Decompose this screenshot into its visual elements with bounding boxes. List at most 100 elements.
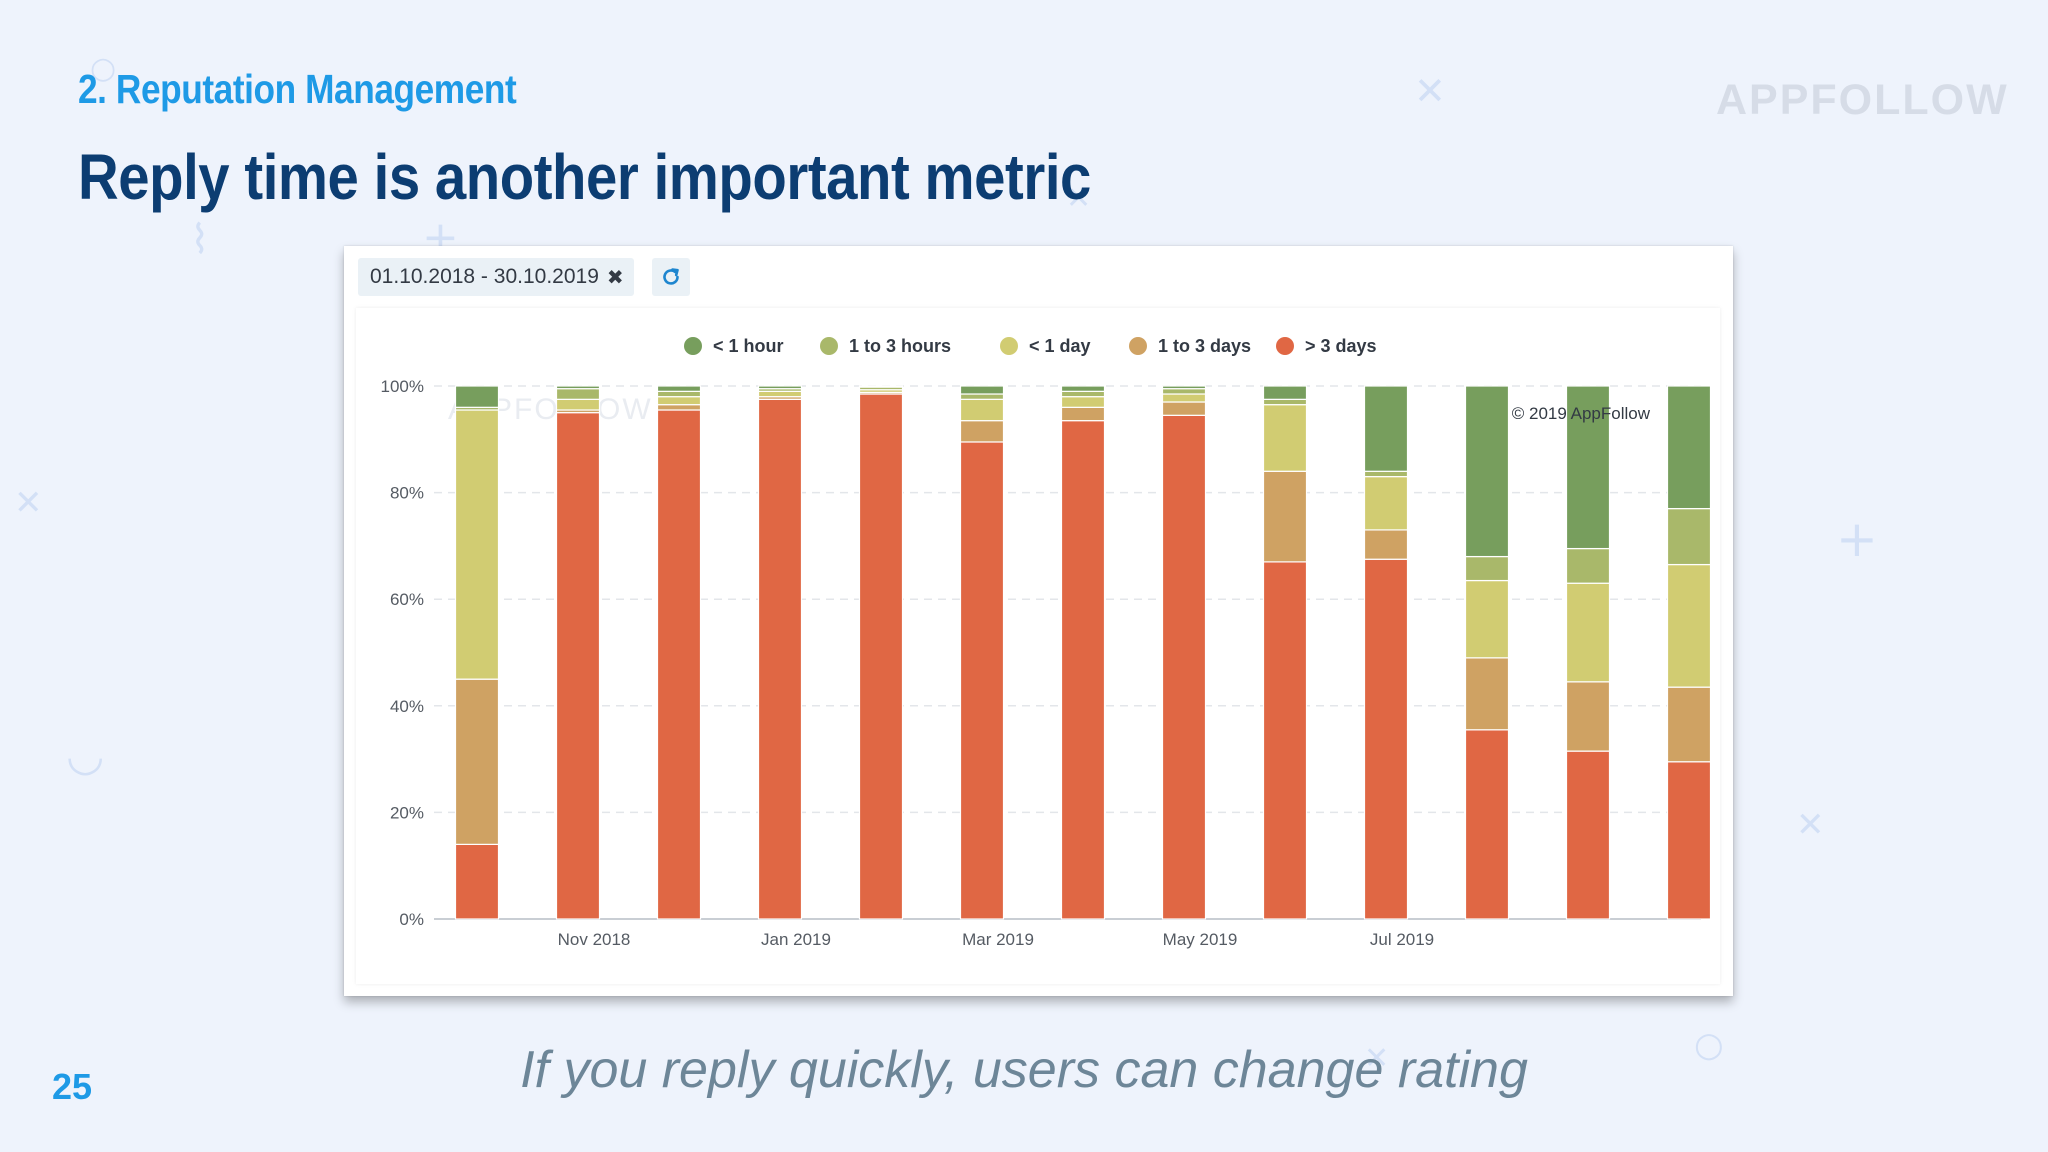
bar-segment xyxy=(555,398,601,411)
bar-segment xyxy=(454,385,500,408)
legend-label: < 1 hour xyxy=(713,336,784,356)
slide-number: 25 xyxy=(52,1066,93,1107)
chart-card: 01.10.2018 - 30.10.2019 ✖ APPFOLLOW 0% 20%… xyxy=(344,246,1733,996)
y-tick-label: 80% xyxy=(390,484,424,503)
refresh-icon xyxy=(663,268,679,285)
legend-label: < 1 day xyxy=(1029,336,1091,356)
bar-segment xyxy=(1666,563,1712,688)
bar-segment xyxy=(1161,385,1207,390)
bar-segment xyxy=(1565,547,1611,584)
bar-segment xyxy=(555,412,601,920)
bar-segment xyxy=(1666,507,1712,566)
decor-arc-icon: ◡ xyxy=(66,730,105,781)
bar-segment xyxy=(1060,420,1106,920)
bar-segment xyxy=(555,385,601,390)
bar-segment xyxy=(1262,561,1308,920)
bar-segment xyxy=(1363,476,1409,531)
legend-label: > 3 days xyxy=(1305,336,1377,356)
decor-cross-icon: ✕ xyxy=(14,483,43,523)
bar-segment xyxy=(959,393,1005,400)
decor-plus-icon: + xyxy=(1836,510,1878,568)
legend-label: 1 to 3 days xyxy=(1158,336,1251,356)
bar-segment xyxy=(1262,398,1308,406)
bar-segment xyxy=(1262,470,1308,563)
bar-segment xyxy=(959,420,1005,443)
legend-marker xyxy=(1000,337,1018,355)
bar-segment xyxy=(1464,657,1510,731)
bar-segment xyxy=(656,396,702,406)
bar-segment xyxy=(454,409,500,680)
decor-zigzag-icon: ⌇ xyxy=(190,217,210,263)
bar-segment xyxy=(1565,681,1611,752)
legend-marker xyxy=(1129,337,1147,355)
bar-segment xyxy=(757,390,803,398)
decor-cross-icon: ✕ xyxy=(1364,1041,1390,1076)
y-tick-label: 100% xyxy=(381,377,424,396)
slide-title: Reply time is another important metric xyxy=(78,141,1091,213)
bar-segment xyxy=(656,409,702,920)
x-tick-label: Nov 2018 xyxy=(558,930,631,949)
bar-segment xyxy=(1565,750,1611,920)
decor-cross-icon: ✕ xyxy=(1414,69,1446,113)
bar-segment xyxy=(1161,401,1207,416)
date-range-text: 01.10.2018 - 30.10.2019 xyxy=(370,265,599,288)
bar-segment xyxy=(1464,385,1510,558)
bar-segment xyxy=(1363,385,1409,472)
bar-segment xyxy=(1666,761,1712,920)
bar-segment xyxy=(1262,385,1308,400)
decor-circle-icon: ○ xyxy=(90,51,117,86)
bar-segment xyxy=(858,385,904,388)
bar-segment xyxy=(1060,385,1106,392)
bar-segment xyxy=(1565,582,1611,683)
chart-credit: © 2019 AppFollow xyxy=(1512,404,1651,423)
bar-segment xyxy=(1565,385,1611,550)
plot-area: APPFOLLOW 0% 20% 40% 60% 80% 100% Nov 2018 Jan 2… xyxy=(356,308,1720,984)
x-tick-label: Jul 2019 xyxy=(1370,930,1434,949)
y-tick-label: 20% xyxy=(390,803,424,822)
bar-segment xyxy=(1060,406,1106,422)
y-tick-label: 40% xyxy=(390,697,424,716)
bar-segment xyxy=(1060,396,1106,408)
brand-logo: APPFOLLOW xyxy=(1716,76,2009,124)
legend-marker xyxy=(820,337,838,355)
bar-segment xyxy=(757,385,803,390)
decor-circle-icon: ○ xyxy=(1694,1025,1724,1065)
bar-segment xyxy=(959,398,1005,422)
close-icon[interactable]: ✖ xyxy=(606,266,624,289)
date-range-filter[interactable]: 01.10.2018 - 30.10.2019 ✖ xyxy=(358,258,634,296)
bar-segment xyxy=(454,843,500,920)
bar-segment xyxy=(1161,414,1207,920)
bar-segment xyxy=(1666,686,1712,763)
bar-segment xyxy=(959,441,1005,920)
bar-segment xyxy=(555,388,601,400)
bar-segment xyxy=(1363,529,1409,560)
bar-segment xyxy=(1464,579,1510,659)
y-tick-label: 60% xyxy=(390,590,424,609)
bar-segment xyxy=(1161,393,1207,403)
bar-segment xyxy=(1363,558,1409,920)
bar-segment xyxy=(858,393,904,920)
bar-segment xyxy=(656,390,702,398)
slide-caption: If you reply quickly, users can change r… xyxy=(520,1041,1528,1099)
bar-segment xyxy=(1666,385,1712,510)
decor-cross-icon: ✕ xyxy=(1066,181,1092,216)
legend-marker xyxy=(1276,337,1294,355)
bar-segment xyxy=(656,385,702,392)
x-tick-label: Mar 2019 xyxy=(962,930,1034,949)
legend-label: 1 to 3 hours xyxy=(849,336,951,356)
y-tick-label: 0% xyxy=(399,910,424,929)
bar-segment xyxy=(757,398,803,920)
bar-segment xyxy=(1464,729,1510,920)
legend-marker xyxy=(684,337,702,355)
bar-segment xyxy=(1363,470,1409,478)
bar-segment xyxy=(656,404,702,411)
section-subtitle: 2. Reputation Management xyxy=(78,66,517,112)
bar-segment xyxy=(959,385,1005,395)
x-tick-label: Jan 2019 xyxy=(761,930,831,949)
x-tick-label: May 2019 xyxy=(1163,930,1238,949)
decor-cross-icon: ✕ xyxy=(1796,805,1825,845)
refresh-button[interactable] xyxy=(652,258,690,296)
bar-segment xyxy=(1262,404,1308,472)
bar-segment xyxy=(1161,388,1207,395)
